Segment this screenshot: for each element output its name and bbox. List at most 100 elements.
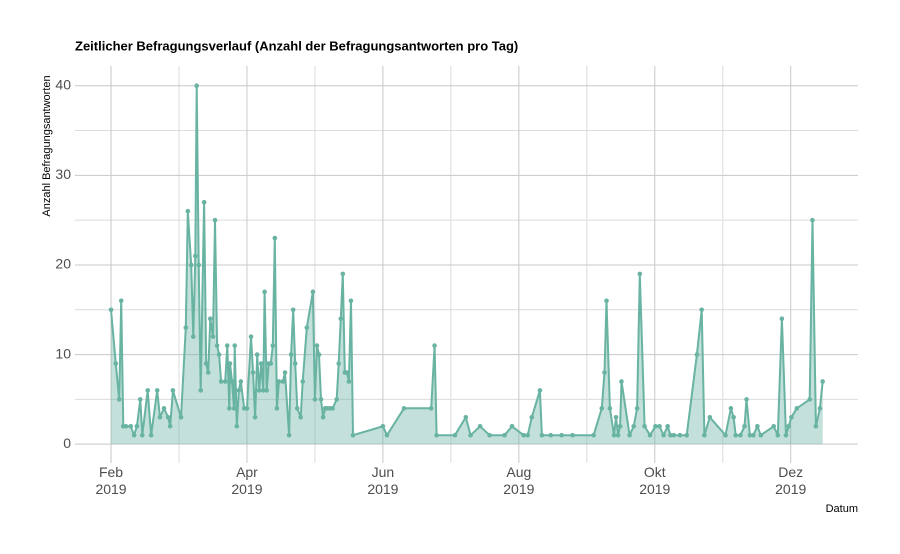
point <box>252 414 258 420</box>
point <box>154 388 160 393</box>
point <box>231 406 237 411</box>
point <box>282 370 288 375</box>
point <box>234 423 240 429</box>
point <box>432 343 437 348</box>
point <box>183 325 189 330</box>
y-tick-label: 40 <box>55 76 71 92</box>
point <box>244 406 250 411</box>
point <box>224 343 230 348</box>
point <box>468 432 473 438</box>
point <box>229 379 235 384</box>
y-tick-label: 10 <box>55 345 71 361</box>
point <box>232 343 238 348</box>
point <box>148 432 154 438</box>
point <box>190 334 196 339</box>
point <box>723 432 728 438</box>
point <box>300 379 305 384</box>
point <box>262 289 267 295</box>
point <box>178 414 184 420</box>
point <box>203 361 209 366</box>
point <box>477 423 483 429</box>
point <box>521 432 526 438</box>
x-tick-label: Apr 2019 <box>231 464 262 497</box>
point <box>619 379 624 384</box>
point <box>272 235 278 241</box>
point <box>744 397 749 402</box>
x-axis-label: Datum <box>826 503 858 515</box>
point <box>198 388 204 393</box>
point <box>320 414 326 420</box>
point <box>288 352 294 357</box>
point <box>817 406 823 411</box>
point <box>738 432 743 438</box>
point <box>139 432 145 438</box>
point <box>677 432 683 438</box>
point <box>611 432 617 438</box>
point <box>205 370 211 375</box>
point <box>214 343 220 348</box>
point <box>292 361 298 366</box>
y-axis-label: Anzahl Befragungsantworten <box>41 75 53 216</box>
chart-title: Zeitlicher Befragungsverlauf (Anzahl der… <box>75 38 518 53</box>
point <box>222 379 228 384</box>
point <box>631 423 637 429</box>
point <box>256 388 262 393</box>
point <box>452 432 458 438</box>
point <box>509 423 515 429</box>
point <box>671 432 677 438</box>
point <box>312 397 318 402</box>
point <box>384 432 390 438</box>
point <box>227 361 233 366</box>
point <box>627 432 632 438</box>
point <box>276 379 282 384</box>
point <box>118 298 124 304</box>
point <box>434 432 439 438</box>
point <box>786 423 791 429</box>
point <box>742 423 747 429</box>
point <box>599 406 605 411</box>
point <box>350 432 356 438</box>
point <box>196 262 202 268</box>
point <box>344 370 350 375</box>
point <box>123 423 129 429</box>
point <box>487 432 492 438</box>
point <box>207 316 213 322</box>
point <box>248 334 254 339</box>
point <box>807 397 813 402</box>
point <box>334 397 339 402</box>
y-tick-label: 20 <box>55 256 71 272</box>
point <box>694 352 700 357</box>
point <box>336 361 342 366</box>
point <box>647 432 653 438</box>
point <box>634 406 640 411</box>
point <box>637 271 643 277</box>
point <box>401 406 407 411</box>
point <box>615 432 621 438</box>
point <box>699 307 704 313</box>
point <box>264 388 269 393</box>
point <box>613 414 619 420</box>
point <box>728 406 734 411</box>
point <box>775 432 781 438</box>
y-tick-label: 0 <box>63 435 71 451</box>
point <box>707 414 713 420</box>
point <box>260 388 266 393</box>
point <box>380 423 386 429</box>
point <box>330 406 335 411</box>
point <box>254 352 260 357</box>
point <box>657 423 662 429</box>
x-tick-label: Dez 2019 <box>775 464 806 497</box>
point <box>463 414 469 420</box>
point <box>185 208 191 214</box>
x-tick-label: Feb 2019 <box>95 464 126 497</box>
point <box>338 316 344 322</box>
point <box>210 334 216 339</box>
point <box>642 423 647 429</box>
point <box>755 423 760 429</box>
point <box>428 406 434 411</box>
point <box>167 423 173 429</box>
point <box>137 397 143 402</box>
point <box>502 432 507 438</box>
point <box>794 406 800 411</box>
